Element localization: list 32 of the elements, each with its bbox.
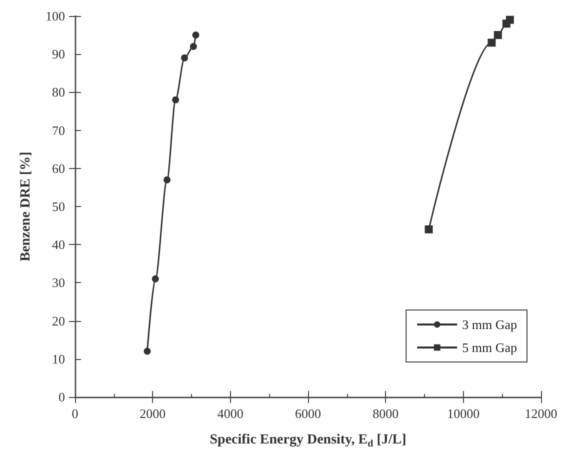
y-tick-label: 10 bbox=[52, 351, 65, 366]
point bbox=[172, 96, 180, 104]
point bbox=[192, 32, 200, 39]
y-tick-label: 0 bbox=[58, 390, 65, 404]
y-tick-label: 30 bbox=[52, 275, 65, 290]
point bbox=[494, 31, 502, 40]
y-tick-label: 50 bbox=[52, 199, 65, 214]
y-axis-title: Benzene DRE [%] bbox=[18, 152, 34, 262]
x-tick-label: 2000 bbox=[140, 406, 166, 421]
y-tick-label: 90 bbox=[52, 46, 65, 62]
x-tick-label: 0 bbox=[72, 406, 78, 421]
point bbox=[164, 176, 171, 184]
point bbox=[181, 54, 188, 62]
x-tick-label: 6000 bbox=[295, 406, 321, 421]
point bbox=[424, 225, 433, 234]
point bbox=[190, 42, 197, 50]
point bbox=[506, 16, 514, 24]
y-tick-label: 60 bbox=[52, 160, 65, 176]
x-tick-label: 8000 bbox=[372, 406, 399, 421]
x-tick-label: 10000 bbox=[447, 406, 480, 421]
y-tick-label: 20 bbox=[52, 313, 65, 328]
y-tick-label: 100 bbox=[46, 8, 65, 24]
y-tick-label: 40 bbox=[52, 237, 65, 252]
point bbox=[488, 38, 496, 47]
point bbox=[144, 348, 151, 355]
legend-label: 3 mm Gap bbox=[462, 317, 518, 332]
x-tick-label: 4000 bbox=[217, 406, 244, 421]
x-tick-label: 12000 bbox=[524, 406, 558, 421]
y-tick-label: 70 bbox=[52, 122, 65, 138]
y-tick-label: 80 bbox=[52, 84, 65, 100]
point bbox=[152, 275, 159, 282]
legend-label: 5 mm Gap bbox=[462, 340, 518, 355]
